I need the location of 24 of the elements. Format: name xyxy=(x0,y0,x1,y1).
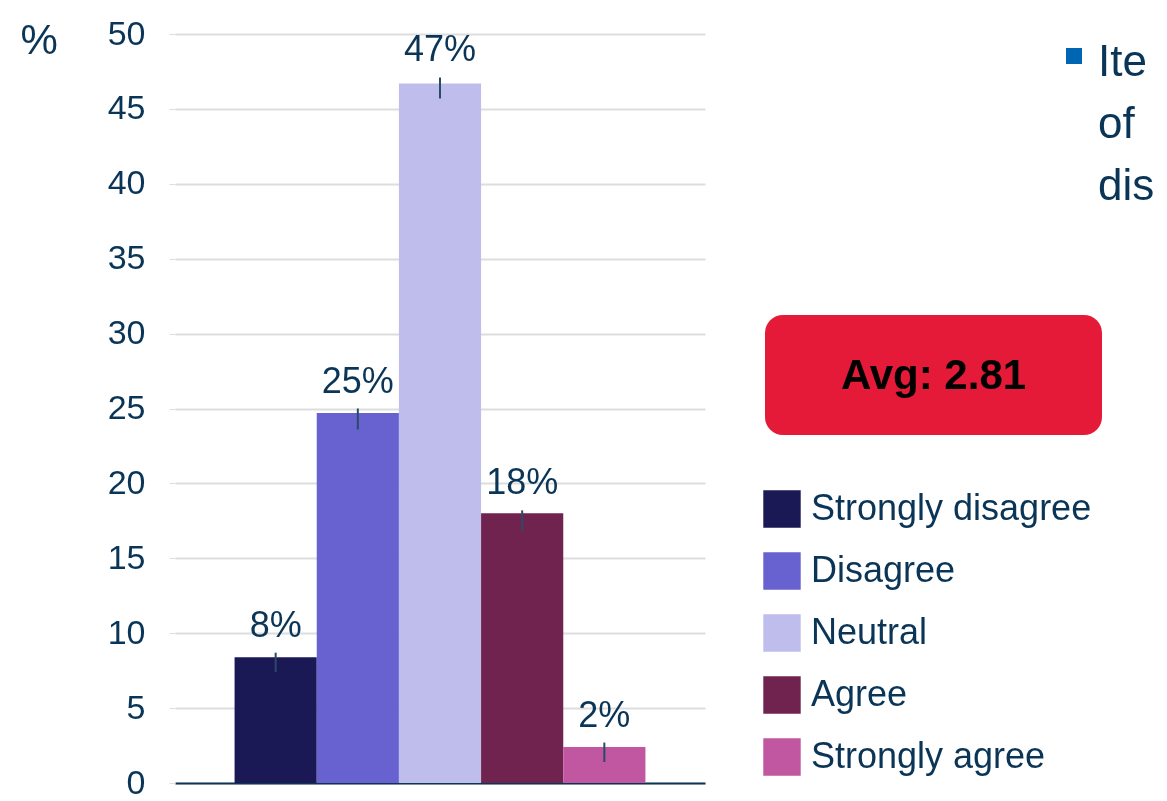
y-tick-label: 30 xyxy=(107,313,146,352)
data-label: 2% xyxy=(578,693,631,735)
text: Avg: 2.81 xyxy=(840,351,1027,399)
y-tick-label: 0 xyxy=(126,762,146,801)
y-tick-label: 50 xyxy=(107,13,146,52)
y-tick-label: 20 xyxy=(107,462,146,501)
y-tick-label: 35 xyxy=(107,238,146,277)
legend-label: Neutral xyxy=(811,611,928,652)
y-tick-label: 25 xyxy=(107,388,146,426)
data-label: 8% xyxy=(249,603,302,645)
y-axis-title: % xyxy=(20,15,58,63)
legend-label: Disagree xyxy=(811,549,956,590)
text: Ite of dis xyxy=(1098,35,1156,211)
y-tick-label: 5 xyxy=(126,687,146,726)
legend-label: Agree xyxy=(811,673,908,714)
data-label: 25% xyxy=(321,359,394,401)
y-tick-label: 45 xyxy=(107,88,146,127)
legend-label: Strongly agree xyxy=(811,735,1046,776)
legend-label: Strongly disagree xyxy=(811,487,1092,528)
y-tick-label: 15 xyxy=(107,537,146,576)
y-tick-label: 10 xyxy=(107,612,146,651)
data-label: 18% xyxy=(486,461,559,503)
data-label: 47% xyxy=(403,28,477,70)
y-tick-label: 40 xyxy=(107,163,146,202)
